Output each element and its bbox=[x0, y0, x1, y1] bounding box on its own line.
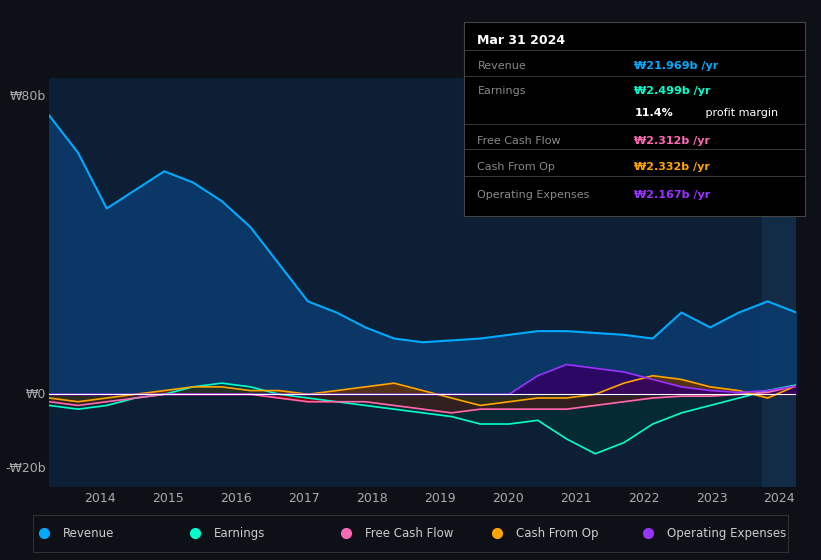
Text: Cash From Op: Cash From Op bbox=[516, 527, 599, 540]
Text: ₩80b: ₩80b bbox=[9, 91, 45, 104]
Text: Cash From Op: Cash From Op bbox=[478, 162, 555, 172]
Text: Operating Expenses: Operating Expenses bbox=[667, 527, 787, 540]
Text: Operating Expenses: Operating Expenses bbox=[478, 189, 589, 199]
Text: Revenue: Revenue bbox=[63, 527, 114, 540]
Text: Free Cash Flow: Free Cash Flow bbox=[365, 527, 453, 540]
Text: 11.4%: 11.4% bbox=[635, 109, 673, 118]
Text: Earnings: Earnings bbox=[478, 86, 526, 96]
Bar bbox=[763, 78, 796, 487]
Text: profit margin: profit margin bbox=[702, 109, 778, 118]
Text: Earnings: Earnings bbox=[214, 527, 265, 540]
Text: Free Cash Flow: Free Cash Flow bbox=[478, 137, 561, 146]
Text: -₩20b: -₩20b bbox=[5, 462, 45, 475]
Text: ₩2.312b /yr: ₩2.312b /yr bbox=[635, 137, 710, 146]
Text: ₩2.332b /yr: ₩2.332b /yr bbox=[635, 162, 710, 172]
Text: Mar 31 2024: Mar 31 2024 bbox=[478, 34, 566, 47]
Text: ₩2.167b /yr: ₩2.167b /yr bbox=[635, 189, 710, 199]
Text: Revenue: Revenue bbox=[478, 61, 526, 71]
Text: ₩2.499b /yr: ₩2.499b /yr bbox=[635, 86, 711, 96]
Text: ₩21.969b /yr: ₩21.969b /yr bbox=[635, 61, 718, 71]
Text: ₩0: ₩0 bbox=[25, 388, 45, 401]
